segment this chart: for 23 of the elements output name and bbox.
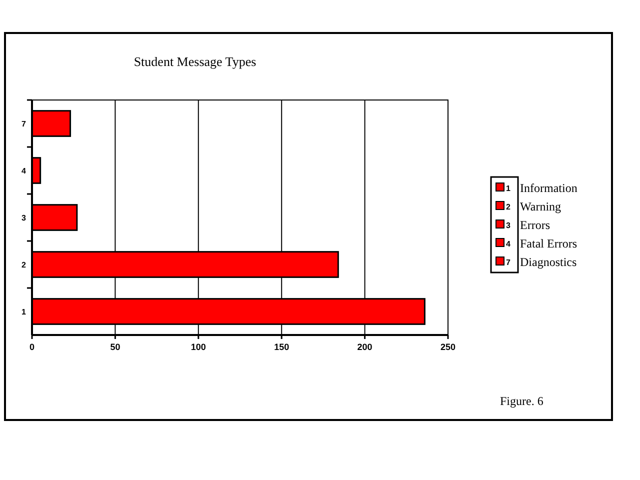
x-tick-label: 50 — [110, 342, 120, 352]
legend-label: Information — [520, 181, 578, 195]
y-tick-label: 1 — [22, 308, 27, 316]
y-tick-label: 2 — [22, 260, 27, 270]
legend-label: Errors — [520, 218, 550, 232]
text: Figure. 6 — [500, 394, 544, 408]
category-label: 7 — [506, 258, 510, 267]
category-label: 4 — [506, 240, 510, 248]
y-tick-label: 4 — [22, 166, 27, 176]
legend-label: Warning — [520, 200, 562, 214]
category-label: 2 — [506, 202, 510, 212]
legend-label: Fatal Errors — [520, 236, 578, 250]
y-tick-label: 3 — [22, 214, 27, 222]
chart-title: Student Message Types — [134, 54, 256, 69]
x-tick-label: 200 — [357, 342, 372, 352]
x-tick-label: 150 — [274, 342, 290, 352]
x-tick-label: 100 — [190, 342, 206, 352]
x-tick-label: 0 — [29, 342, 35, 352]
category-label: 1 — [506, 184, 510, 193]
y-tick-label: 7 — [22, 120, 27, 128]
category-label: 3 — [506, 221, 510, 230]
x-tick-label: 250 — [440, 342, 456, 352]
legend-label: Diagnostics — [520, 255, 577, 269]
